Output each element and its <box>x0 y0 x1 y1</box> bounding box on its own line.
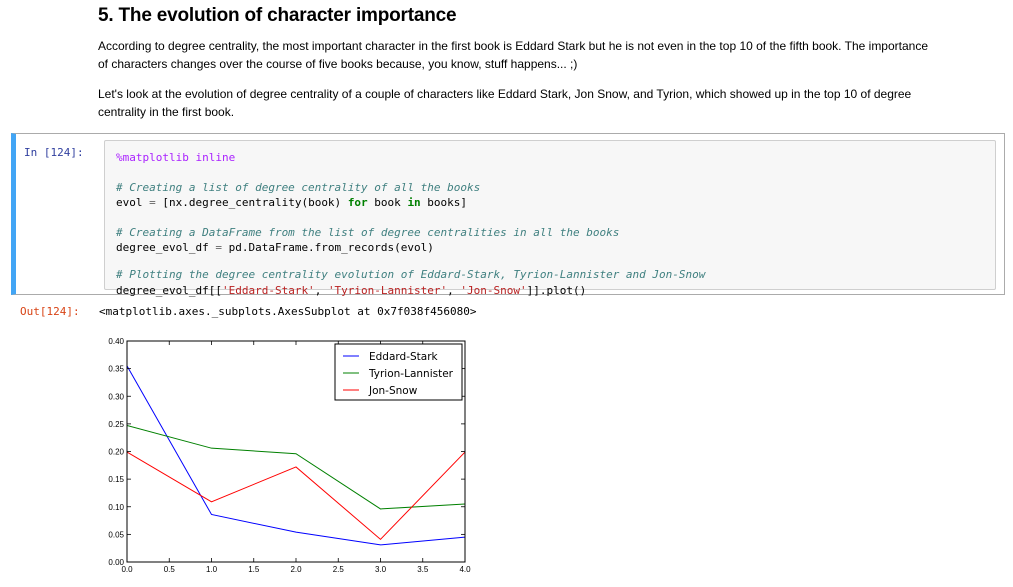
code-token: book <box>367 196 408 209</box>
paragraph-1-line-2: of characters changes over the course of… <box>98 57 578 71</box>
code-line-plot: degree_evol_df[['Eddard-Stark', 'Tyrion-… <box>116 283 586 298</box>
code-line-comment-2: # Creating a DataFrame from the list of … <box>116 225 619 240</box>
code-token: [nx.degree_centrality(book) <box>155 196 348 209</box>
code-comment: # Plotting the degree centrality evoluti… <box>116 268 706 281</box>
code-line-comment-1: # Creating a list of degree centrality o… <box>116 180 480 195</box>
x-tick-label: 0.0 <box>121 565 133 574</box>
y-tick-label: 0.20 <box>108 448 124 457</box>
code-token: books] <box>420 196 468 209</box>
x-tick-label: 3.5 <box>417 565 429 574</box>
code-comment: # Creating a list of degree centrality o… <box>116 181 481 194</box>
magic-command: %matplotlib inline <box>116 151 236 164</box>
legend-label: Eddard-Stark <box>369 351 439 363</box>
y-tick-label: 0.40 <box>108 337 124 346</box>
y-tick-label: 0.15 <box>108 475 124 484</box>
x-tick-label: 1.0 <box>206 565 218 574</box>
code-keyword: for <box>347 196 368 209</box>
markdown-paragraph-1: According to degree centrality, the most… <box>98 37 993 73</box>
code-line-evol: evol = [nx.degree_centrality(book) for b… <box>116 195 467 210</box>
code-token: , <box>314 284 328 297</box>
code-token: degree_evol_df <box>116 241 216 254</box>
x-tick-label: 1.5 <box>248 565 260 574</box>
series-line-jon-snow <box>126 451 466 541</box>
markdown-paragraph-2: Let's look at the evolution of degree ce… <box>98 85 993 121</box>
code-operator: = <box>149 196 156 209</box>
x-tick-label: 3.0 <box>375 565 387 574</box>
code-string: 'Eddard-Stark' <box>221 284 315 297</box>
code-line-comment-3: # Plotting the degree centrality evoluti… <box>116 267 705 282</box>
section-title: 5. The evolution of character importance <box>98 5 457 26</box>
y-tick-label: 0.35 <box>108 365 124 374</box>
series-line-tyrion-lannister <box>126 425 466 510</box>
code-token: , <box>447 284 461 297</box>
output-prompt: Out[124]: <box>20 305 80 318</box>
code-string: 'Jon-Snow' <box>460 284 527 297</box>
paragraph-2-line-1: Let's look at the evolution of degree ce… <box>98 87 912 101</box>
code-editor[interactable]: %matplotlib inline # Creating a list of … <box>104 140 996 297</box>
code-cell[interactable]: In [124]: %matplotlib inline # Creating … <box>11 133 1005 297</box>
code-token: ]].plot() <box>526 284 587 297</box>
input-prompt: In [124]: <box>24 146 84 159</box>
y-tick-label: 0.05 <box>108 530 124 539</box>
legend: Eddard-Stark Tyrion-Lannister Jon-Snow <box>334 343 463 401</box>
legend-box <box>334 343 463 401</box>
paragraph-1-line-1: According to degree centrality, the most… <box>98 39 929 53</box>
y-tick-label: 0.00 <box>108 558 124 567</box>
code-token: pd.DataFrame.from_records(evol) <box>221 241 434 254</box>
x-tick-label: 0.5 <box>164 565 176 574</box>
output-repr: <matplotlib.axes._subplots.AxesSubplot a… <box>99 305 477 318</box>
legend-label: Jon-Snow <box>368 385 418 397</box>
code-keyword: in <box>407 196 421 209</box>
code-line-dataframe: degree_evol_df = pd.DataFrame.from_recor… <box>116 240 434 255</box>
x-tick-label: 2.0 <box>290 565 302 574</box>
series-line-eddard-stark <box>126 365 466 546</box>
legend-label: Tyrion-Lannister <box>368 368 454 380</box>
code-operator: = <box>215 241 222 254</box>
paragraph-2-line-2: centrality in the first book. <box>98 105 235 119</box>
code-line-magic: %matplotlib inline <box>116 150 235 165</box>
x-tick-label: 2.5 <box>333 565 345 574</box>
line-chart: 0.0 0.5 1.0 1.5 2.0 2.5 3.0 3.5 4.0 0.00 0.05 0.10 0… <box>108 337 471 574</box>
plot-area: 0.0 0.5 1.0 1.5 2.0 2.5 3.0 3.5 4.0 0.00 0.05 0.10 0… <box>108 337 471 574</box>
code-string: 'Tyrion-Lannister' <box>327 284 448 297</box>
code-token: degree_evol_df[[ <box>116 284 222 297</box>
x-tick-label: 4.0 <box>459 565 471 574</box>
y-tick-label: 0.30 <box>108 392 124 401</box>
y-tick-label: 0.25 <box>108 420 124 429</box>
y-tick-label: 0.10 <box>108 503 124 512</box>
code-comment: # Creating a DataFrame from the list of … <box>116 226 620 239</box>
code-token: evol <box>116 196 150 209</box>
